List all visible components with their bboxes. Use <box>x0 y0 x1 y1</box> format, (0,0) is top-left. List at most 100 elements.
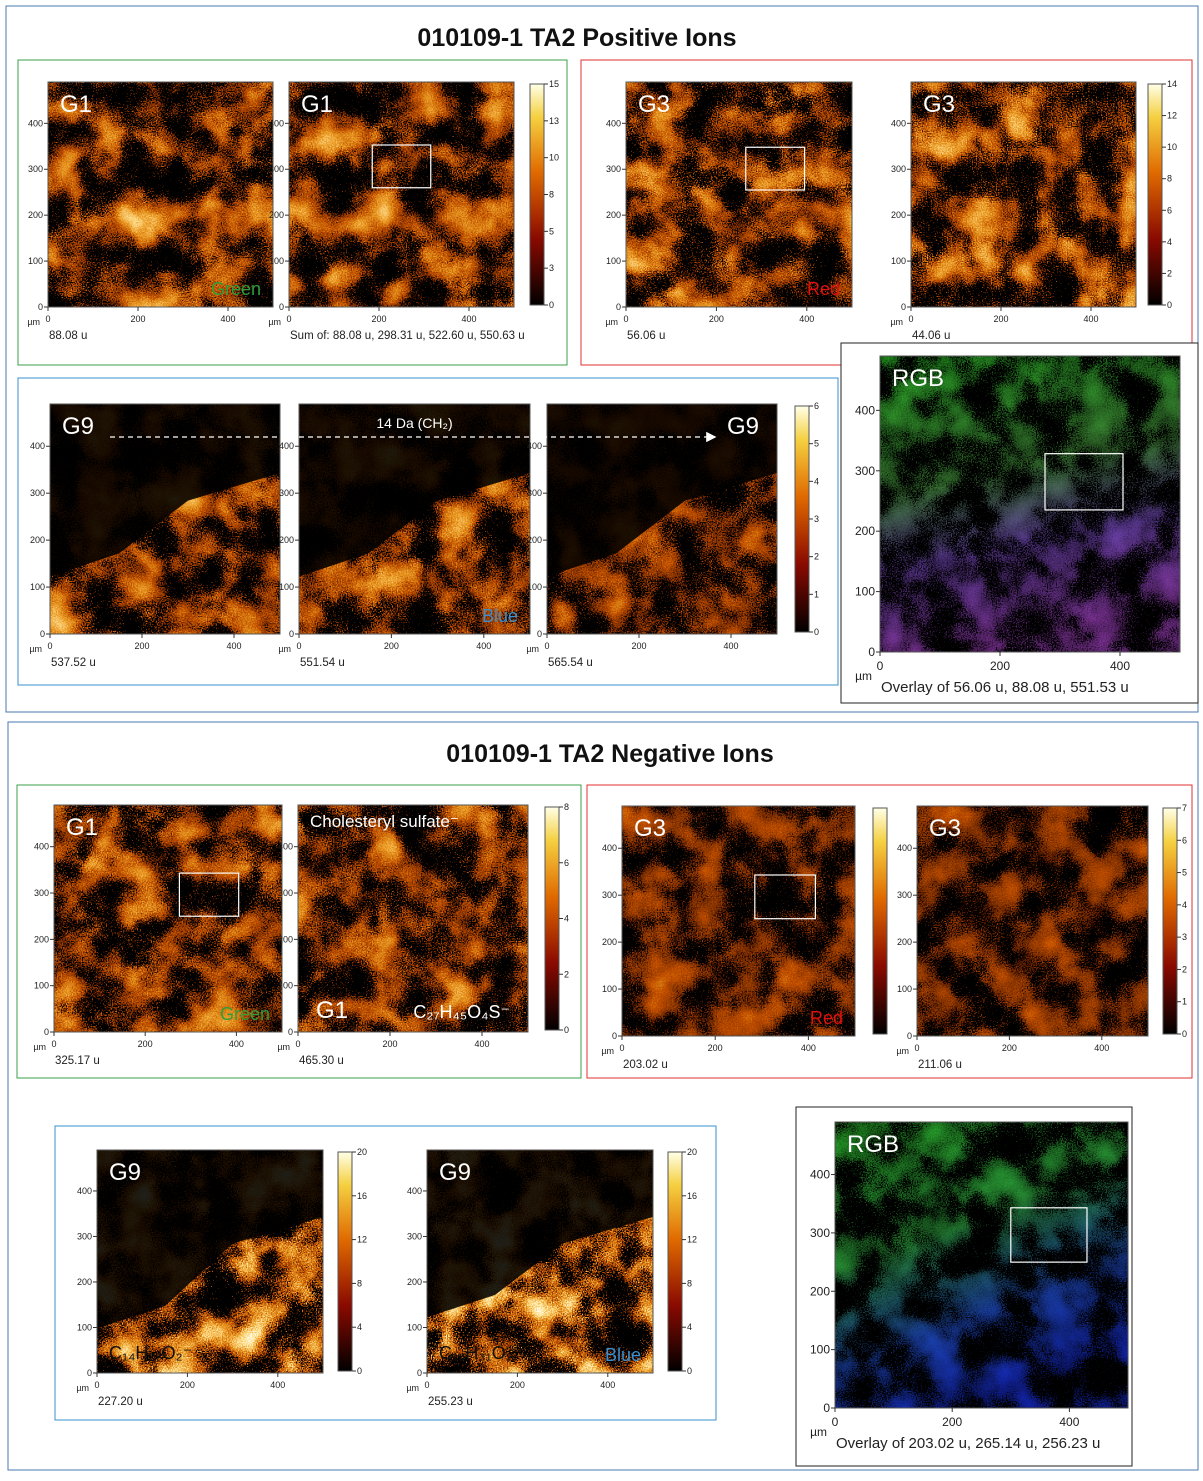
colorbar-label: 16 <box>357 1191 367 1201</box>
image-panel: 0 200 400 0 100 200 300 400 µm 465.30 u Cholestery… <box>277 802 569 1067</box>
x-tick-label: 0 <box>914 1043 919 1053</box>
y-tick-label: 400 <box>602 843 617 853</box>
y-tick-label: 100 <box>606 256 621 266</box>
ion-image <box>289 82 514 307</box>
y-tick-label: 300 <box>407 1231 422 1241</box>
y-tick-label: 0 <box>87 1368 92 1378</box>
y-tick-label: 0 <box>38 302 43 312</box>
panel-label: G3 <box>929 815 961 842</box>
panel-label: G1 <box>60 91 92 118</box>
formula: C₁₆H₃₁O₂⁻ <box>439 1343 522 1363</box>
colorbar <box>337 1151 353 1372</box>
axis-unit: µm <box>268 317 281 327</box>
x-tick-label: 200 <box>1002 1043 1017 1053</box>
colorbar-label: 0 <box>1167 300 1172 310</box>
ion-image <box>622 806 855 1036</box>
ion-image <box>917 806 1148 1036</box>
panel-label: G3 <box>923 91 955 118</box>
image-panel: 0 200 400 0 100 200 300 400 µm 325.17 u G1 Green <box>33 804 283 1067</box>
x-tick-label: 200 <box>631 641 646 651</box>
colorbar-label: 2 <box>1182 964 1187 974</box>
section-frame <box>7 721 1199 1471</box>
panel-label: RGB <box>847 1131 899 1158</box>
image-frame <box>625 81 853 308</box>
x-tick-label: 400 <box>270 1380 285 1390</box>
y-tick-label: 100 <box>407 1322 422 1332</box>
formula: C₂₇H₄₅O₄S⁻ <box>413 1002 510 1022</box>
image-frame <box>621 805 856 1037</box>
dark-region <box>427 1150 653 1318</box>
dark-region <box>97 1150 323 1329</box>
y-tick-label: 300 <box>897 890 912 900</box>
y-tick-label: 300 <box>810 1226 830 1240</box>
y-tick-label: 300 <box>527 488 542 498</box>
colorbar <box>667 1151 683 1372</box>
y-tick-label: 200 <box>527 535 542 545</box>
colorbar-label: 4 <box>1182 900 1187 910</box>
colorbar-label: 5 <box>814 439 819 449</box>
y-tick-label: 200 <box>34 934 49 944</box>
y-tick-label: 100 <box>269 256 284 266</box>
mass-caption: 211.06 u <box>918 1059 962 1071</box>
y-tick-label: 200 <box>891 210 906 220</box>
x-tick-label: 200 <box>138 1039 153 1049</box>
mass-caption: 465.30 u <box>299 1055 344 1067</box>
mass-caption: 537.52 u <box>51 657 96 669</box>
colorbar-label: 8 <box>549 190 554 200</box>
y-tick-label: 0 <box>44 1027 49 1037</box>
color-tag: Blue <box>605 1345 641 1365</box>
colorbar-label: 2 <box>814 552 819 562</box>
x-tick-label: 200 <box>382 1039 397 1049</box>
ion-image <box>911 82 1136 307</box>
image-panel: 0 200 400 0 100 200 300 400 µm 56.06 u G3 Red <box>605 81 853 342</box>
colorbar <box>529 83 545 306</box>
mass-caption: Overlay of 203.02 u, 265.14 u, 256.23 u <box>836 1435 1100 1452</box>
mass-caption: 255.23 u <box>428 1396 473 1408</box>
colorbar-label: 0 <box>687 1366 692 1376</box>
x-tick-label: 200 <box>510 1380 525 1390</box>
image-frame <box>834 1121 1129 1409</box>
colorbar-label: 6 <box>1167 205 1172 215</box>
y-tick-label: 0 <box>901 302 906 312</box>
panel-label: G1 <box>301 91 333 118</box>
image-panel: 0 200 400 0 100 200 300 400 µm 565.54 u G9 0 1 2 3 4 5 6 <box>526 401 819 669</box>
y-tick-label: 400 <box>34 842 49 852</box>
panel-label: Cholesteryl sulfate⁻ <box>310 812 459 831</box>
panel-note: 14 Da (CH₂) <box>376 415 452 431</box>
panel-label: G3 <box>638 91 670 118</box>
colorbar-label: 0 <box>549 300 554 310</box>
y-tick-label: 300 <box>28 164 43 174</box>
y-tick-label: 300 <box>30 488 45 498</box>
colorbar-label: 6 <box>1182 835 1187 845</box>
colorbar-label: 1 <box>1182 997 1187 1007</box>
y-tick-label: 400 <box>28 118 43 128</box>
color-tag: Green <box>211 279 261 299</box>
image-frame <box>910 81 1137 308</box>
colorbar-label: 4 <box>814 476 819 486</box>
y-tick-label: 300 <box>278 888 293 898</box>
colorbar-label: 12 <box>357 1235 367 1245</box>
colorbar <box>544 806 560 1031</box>
x-tick-label: 0 <box>424 1380 429 1390</box>
x-tick-label: 400 <box>1059 1415 1079 1429</box>
x-tick-label: 200 <box>708 1043 723 1053</box>
dark-region <box>299 404 530 577</box>
panel-label: G1 <box>66 814 98 841</box>
y-tick-label: 300 <box>34 888 49 898</box>
image-frame <box>53 804 283 1033</box>
y-tick-label: 100 <box>30 582 45 592</box>
x-tick-label: 200 <box>990 659 1010 673</box>
image-frame <box>49 403 281 635</box>
x-tick-label: 0 <box>94 1380 99 1390</box>
dark-region <box>547 404 777 577</box>
colorbar-label: 8 <box>1167 174 1172 184</box>
x-tick-label: 200 <box>709 314 724 324</box>
axis-unit: µm <box>277 1042 290 1052</box>
image-panel: 0 200 400 0 100 200 300 400 µm Overlay of 203.02 … <box>810 1121 1129 1452</box>
y-tick-label: 400 <box>891 118 906 128</box>
y-tick-label: 200 <box>810 1284 830 1298</box>
colorbar-label: 5 <box>549 226 554 236</box>
group-frame <box>16 784 582 1079</box>
panel-note: G1 <box>316 997 348 1024</box>
ion-image <box>298 805 528 1032</box>
